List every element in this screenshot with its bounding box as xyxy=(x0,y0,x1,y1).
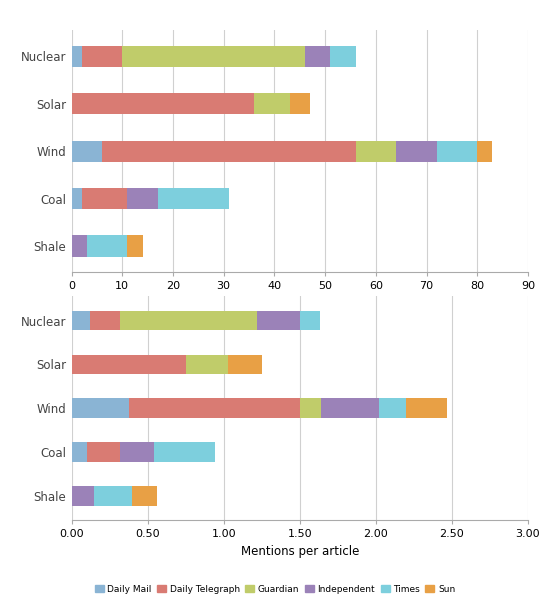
Bar xyxy=(129,399,300,418)
Bar xyxy=(406,399,447,418)
Bar xyxy=(72,442,87,462)
Bar xyxy=(72,486,95,506)
Bar xyxy=(186,355,228,374)
Bar xyxy=(102,140,355,162)
Bar xyxy=(396,140,437,162)
Bar xyxy=(72,93,254,114)
Bar xyxy=(127,235,142,257)
Bar xyxy=(330,45,355,67)
Bar xyxy=(72,235,87,257)
Bar xyxy=(127,188,158,209)
Bar xyxy=(122,45,305,67)
Bar xyxy=(120,311,257,330)
Bar xyxy=(72,355,186,374)
Bar xyxy=(257,311,300,330)
Bar xyxy=(300,311,320,330)
Bar xyxy=(153,442,214,462)
Bar xyxy=(477,140,492,162)
Bar xyxy=(87,235,127,257)
Bar xyxy=(81,188,127,209)
Bar xyxy=(90,311,120,330)
X-axis label: Mentions per article: Mentions per article xyxy=(240,545,359,558)
Bar xyxy=(290,93,310,114)
Bar xyxy=(72,45,81,67)
Bar xyxy=(300,399,321,418)
Bar xyxy=(437,140,477,162)
Bar xyxy=(254,93,290,114)
Bar xyxy=(72,188,81,209)
Legend: Daily Mail, Daily Telegraph, Guardian, Independent, Times, Sun: Daily Mail, Daily Telegraph, Guardian, I… xyxy=(91,581,459,598)
Bar xyxy=(81,45,122,67)
X-axis label: Mentions: Mentions xyxy=(273,297,327,310)
Bar xyxy=(228,355,262,374)
Bar xyxy=(379,399,406,418)
Bar xyxy=(158,188,229,209)
Bar xyxy=(120,442,153,462)
Bar xyxy=(133,486,157,506)
Bar xyxy=(321,399,379,418)
Bar xyxy=(87,442,120,462)
Bar xyxy=(355,140,396,162)
Bar xyxy=(72,399,129,418)
Bar xyxy=(72,311,90,330)
Bar xyxy=(72,140,102,162)
Bar xyxy=(95,486,133,506)
Bar xyxy=(305,45,330,67)
